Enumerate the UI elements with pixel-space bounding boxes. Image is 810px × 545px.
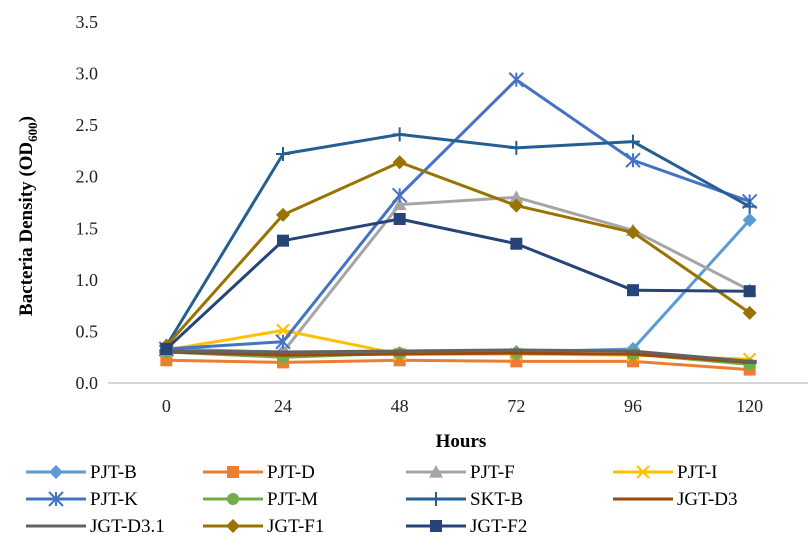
series-line (165, 132, 751, 347)
legend: PJT-B PJT-D PJT-F PJT-I PJT-K PJT-M SKT-B JGT-D… (26, 462, 738, 537)
legend-item: PJT-M (203, 489, 318, 510)
data-point (625, 152, 641, 168)
legend-item: JGT-F1 (203, 516, 324, 537)
data-point (160, 354, 173, 367)
y-axis-title-main: Bacteria Density (OD (16, 142, 37, 316)
y-tick-label: 3.0 (76, 64, 99, 84)
series-line (165, 160, 751, 347)
data-point (393, 213, 406, 226)
series-pjt-b (159, 213, 757, 361)
y-tick-label: 1.0 (76, 270, 99, 290)
data-point (626, 225, 640, 240)
axes: 0.0 0.5 1.0 1.5 2.0 2.5 3.0 3.5 0 24 48 72 96 120 (76, 12, 808, 416)
series-jgt-d3 (159, 350, 757, 364)
series-line (166, 78, 751, 351)
data-point (49, 465, 63, 479)
x-tick-label: 96 (624, 396, 642, 416)
data-point (636, 465, 650, 479)
data-point (48, 491, 64, 507)
y-tick-label: 3.5 (76, 12, 99, 32)
series-line (166, 195, 751, 354)
x-axis-title: Hours (436, 431, 487, 452)
x-tick-label: 0 (162, 396, 171, 416)
data-point (391, 187, 408, 203)
data-point (392, 155, 407, 170)
y-tick-label: 2.0 (76, 167, 99, 187)
data-point (429, 492, 443, 506)
data-point (743, 285, 756, 298)
x-tick-label: 72 (507, 396, 525, 416)
data-point (509, 140, 524, 155)
y-tick-label: 2.5 (76, 115, 99, 135)
legend-label: PJT-I (677, 462, 717, 483)
data-point (392, 197, 407, 211)
data-point (392, 127, 407, 142)
data-point (227, 493, 239, 505)
data-point (742, 213, 757, 228)
series-line (166, 348, 750, 363)
series-line (166, 358, 750, 372)
data-point (509, 190, 524, 203)
legend-item: PJT-F (406, 462, 515, 483)
data-point (508, 72, 525, 88)
legend-label: PJT-F (470, 462, 515, 483)
series-skt-b (159, 127, 757, 353)
series-line (166, 219, 751, 355)
y-axis-title-close: ) (16, 116, 37, 122)
legend-item: PJT-D (203, 462, 315, 483)
data-point (275, 334, 291, 350)
data-point (226, 519, 240, 533)
legend-label: PJT-B (90, 462, 137, 483)
series-layer (158, 72, 758, 376)
data-point (227, 466, 239, 478)
data-point (742, 305, 757, 320)
data-point (510, 237, 523, 250)
svg-text:Bacteria Density (OD600): Bacteria Density (OD600) (16, 116, 40, 316)
legend-label: SKT-B (470, 489, 523, 510)
legend-label: PJT-K (90, 489, 138, 510)
legend-item: PJT-B (26, 462, 137, 483)
data-point (160, 342, 173, 355)
legend-item: PJT-K (26, 489, 138, 510)
data-point (742, 199, 757, 214)
data-point (429, 465, 443, 478)
y-tick-label: 0.0 (76, 373, 99, 393)
data-point (627, 284, 639, 297)
data-point (509, 198, 524, 213)
data-point (276, 207, 290, 222)
series-jgt-f2 (160, 213, 756, 355)
x-tick-label: 120 (736, 396, 763, 416)
legend-label: JGT-F2 (470, 516, 527, 537)
y-tick-label: 0.5 (76, 321, 99, 341)
legend-label: JGT-D3 (677, 489, 738, 510)
legend-item: SKT-B (406, 489, 523, 510)
legend-item: JGT-D3.1 (26, 516, 165, 537)
series-line (165, 217, 750, 351)
legend-item: JGT-D3 (613, 489, 738, 510)
legend-item: JGT-F2 (406, 516, 527, 537)
data-point (430, 520, 442, 532)
x-tick-label: 24 (274, 396, 292, 416)
legend-item: PJT-I (613, 462, 717, 483)
legend-label: PJT-M (267, 489, 318, 510)
y-axis-title: Bacteria Density (OD600) (16, 116, 40, 316)
data-point (277, 234, 289, 247)
series-jgt-f1 (159, 155, 757, 353)
legend-label: JGT-D3.1 (90, 516, 165, 537)
data-point (626, 134, 640, 149)
x-tick-label: 48 (391, 396, 409, 416)
y-tick-label: 1.5 (76, 218, 99, 238)
legend-label: JGT-F1 (267, 516, 324, 537)
data-point (276, 147, 290, 162)
series-line (166, 350, 750, 364)
legend-label: PJT-D (267, 462, 315, 483)
y-axis-title-subscript: 600 (25, 122, 40, 142)
